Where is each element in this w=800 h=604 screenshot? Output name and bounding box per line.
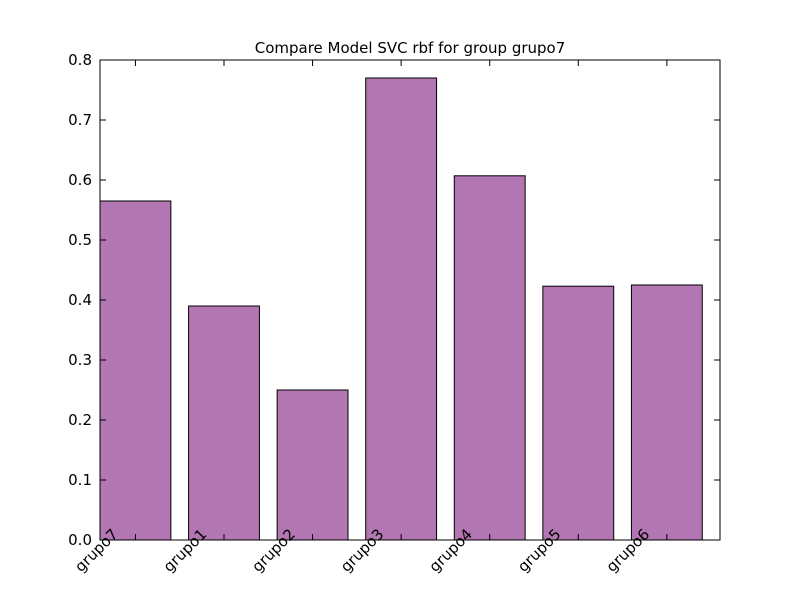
y-tick-label: 0.2 — [68, 411, 92, 429]
bar-grupo1 — [188, 305, 260, 541]
bars-layer — [99, 77, 703, 541]
y-tick-label: 0.4 — [68, 291, 92, 309]
bar-grupo5 — [542, 285, 615, 541]
bar-grupo6 — [630, 284, 703, 541]
y-tick-label: 0.8 — [68, 51, 92, 69]
bar-grupo4 — [453, 175, 526, 541]
y-tick-label: 0.6 — [68, 171, 92, 189]
y-tick-label: 0.3 — [68, 351, 92, 369]
bar-grupo2 — [276, 389, 349, 541]
bar-grupo7 — [99, 200, 172, 541]
y-tick-label: 0.7 — [68, 111, 92, 129]
y-tick-label: 0.1 — [68, 471, 92, 489]
axes-layer — [99, 59, 721, 541]
chart-title: Compare Model SVC rbf for group grupo7 — [255, 39, 566, 57]
y-tick-label: 0.0 — [68, 531, 92, 549]
bar-grupo3 — [365, 77, 438, 541]
y-tick-label: 0.5 — [68, 231, 92, 249]
